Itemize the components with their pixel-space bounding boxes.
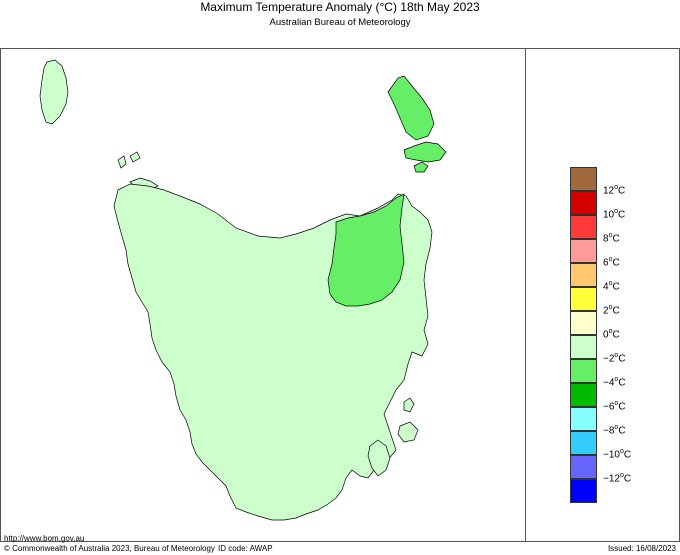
legend-swatch <box>570 191 597 215</box>
legend-swatch <box>570 383 597 407</box>
legend-frame <box>526 48 680 542</box>
map-subtitle: Australian Bureau of Meteorology <box>269 17 411 28</box>
legend-label: −8oC <box>603 424 626 437</box>
legend-swatch <box>570 215 597 239</box>
legend-label: 10oC <box>603 208 626 221</box>
copyright-text: © Commonwealth of Australia 2023, Bureau… <box>4 544 215 553</box>
legend-swatch <box>570 431 597 455</box>
legend-label: 0oC <box>603 328 620 341</box>
legend-swatch <box>570 359 597 383</box>
nw-islet <box>117 155 127 169</box>
legend-swatch <box>570 479 597 503</box>
flinders-island <box>387 75 435 141</box>
tasmania-map <box>39 59 447 521</box>
anomaly-region-northeast <box>327 193 405 307</box>
legend-label: −12oC <box>603 472 632 485</box>
legend-swatch <box>570 287 597 311</box>
footer: © Commonwealth of Australia 2023, Bureau… <box>0 544 680 555</box>
tasman-peninsula <box>397 421 419 443</box>
bruny-island <box>367 439 391 477</box>
legend-label: 2oC <box>603 304 620 317</box>
legend-label: 4oC <box>603 280 620 293</box>
legend-swatch <box>570 455 597 479</box>
cape-barren-island <box>403 141 447 163</box>
legend-label: −2oC <box>603 352 626 365</box>
clarke-island <box>413 161 429 173</box>
map-frame <box>0 48 526 542</box>
legend-swatch <box>570 239 597 263</box>
legend-label: −6oC <box>603 400 626 413</box>
legend-label: 6oC <box>603 256 620 269</box>
legend-label: −4oC <box>603 376 626 389</box>
legend-swatch <box>570 167 597 191</box>
legend-swatch <box>570 311 597 335</box>
maria-island <box>403 397 415 413</box>
source-url[interactable]: http://www.bom.gov.au <box>4 534 85 543</box>
issued-date: Issued: 16/08/2023 <box>607 544 676 553</box>
king-island <box>39 59 69 125</box>
id-code: ID code: AWAP <box>218 544 273 553</box>
legend-label: −10oC <box>603 448 632 461</box>
legend-label: 8oC <box>603 232 620 245</box>
legend-swatch <box>570 263 597 287</box>
legend-swatch <box>570 335 597 359</box>
legend-swatch <box>570 407 597 431</box>
legend-label: 12oC <box>603 184 626 197</box>
nw-islet-2 <box>129 151 141 163</box>
map-title: Maximum Temperature Anomaly (°C) 18th Ma… <box>200 0 480 14</box>
